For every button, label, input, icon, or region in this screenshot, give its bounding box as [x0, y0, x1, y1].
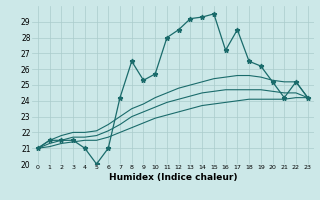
X-axis label: Humidex (Indice chaleur): Humidex (Indice chaleur): [108, 173, 237, 182]
